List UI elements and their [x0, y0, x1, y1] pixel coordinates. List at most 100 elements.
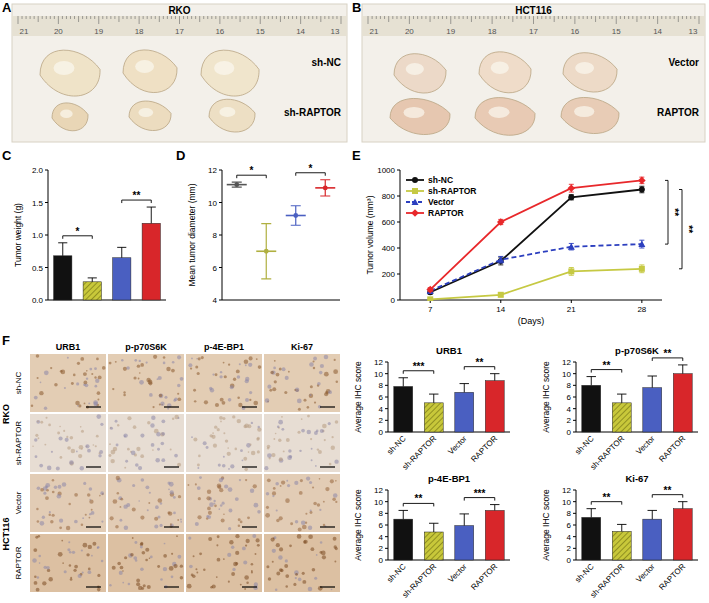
ruler-tick: [591, 16, 592, 19]
ihc-cell: [309, 394, 311, 396]
bar: [54, 256, 72, 300]
ihc-cell: [335, 501, 337, 503]
ruler-tick: [583, 16, 584, 19]
legend-label: sh-RAPTOR: [428, 186, 477, 196]
y-tick-label: 10: [562, 498, 571, 507]
y-tick: [573, 525, 576, 526]
ruler-tick: [599, 16, 600, 19]
y-tick-label: 0: [567, 428, 572, 437]
ihc-cell: [132, 537, 134, 539]
ihc-cell: [229, 540, 233, 544]
ihc-cell: [285, 376, 289, 380]
panel-label: A: [2, 0, 12, 15]
ihc-cell: [69, 551, 72, 554]
bar: [485, 510, 504, 560]
bar-chart: Ki-67024681012Average IHC scoresh-NCsh-R…: [541, 473, 698, 600]
ruler-tick: [500, 16, 501, 19]
ihc-cell: [81, 549, 83, 551]
significance-bracket: [665, 180, 668, 244]
ihc-cell: [267, 478, 271, 482]
ihc-cell: [333, 537, 337, 541]
ihc-cell: [74, 565, 78, 569]
tumor-shine: [138, 108, 153, 117]
line-chart: 02004006008001000Tumor volume (mm³)71421…: [365, 166, 694, 326]
ihc-cell: [64, 570, 67, 573]
ihc-image: [186, 414, 262, 472]
ihc-cell: [97, 399, 99, 401]
ruler-tick: [98, 16, 99, 24]
y-tick: [385, 536, 388, 537]
ihc-cell: [249, 356, 253, 360]
ihc-cell: [208, 537, 212, 541]
ihc-cell: [57, 494, 62, 499]
y-tick: [385, 560, 388, 561]
ihc-cell: [160, 432, 164, 436]
ihc-cell: [213, 444, 217, 448]
ruler-tick: [288, 16, 289, 19]
ihc-cell: [122, 582, 124, 584]
ruler-tick: [678, 16, 679, 22]
ruler-tick: [30, 16, 31, 19]
ihc-cell: [44, 407, 47, 410]
group-label: RKO: [1, 404, 11, 424]
ihc-cell: [33, 548, 37, 552]
panel-label: C: [2, 148, 12, 163]
ihc-cell: [180, 518, 182, 520]
x-tick: [641, 300, 642, 303]
ihc-cell: [311, 459, 313, 461]
ihc-cell: [304, 399, 307, 402]
ihc-cell: [37, 377, 39, 379]
ihc-cell: [228, 527, 231, 530]
significance-bracket: [679, 190, 682, 269]
marker: [568, 184, 576, 192]
ihc-cell: [120, 498, 123, 501]
x-tick-label: RAPTOR: [469, 434, 499, 464]
ihc-cell: [67, 548, 70, 551]
ruler-tick: [562, 16, 563, 19]
tumor: [209, 99, 255, 132]
ihc-cell: [251, 422, 253, 424]
ruler-tick: [46, 16, 47, 19]
ihc-cell: [188, 536, 191, 539]
y-tick-label: 4: [213, 296, 218, 305]
significance-label: **: [664, 485, 672, 496]
legend-marker: [411, 209, 419, 217]
ihc-cell: [159, 394, 164, 399]
ihc-cell: [294, 570, 299, 575]
ihc-cell: [52, 491, 55, 494]
ruler-tick: [139, 16, 140, 24]
ihc-cell: [89, 487, 93, 491]
ihc-cell: [54, 485, 57, 488]
ruler-number: 20: [405, 27, 414, 36]
ihc-cell: [135, 559, 137, 561]
significance-label: ***: [474, 488, 486, 499]
ihc-cell: [279, 568, 283, 572]
ihc-cell: [155, 458, 160, 463]
x-tick-label: Vector: [634, 562, 657, 585]
ihc-cell: [160, 402, 164, 406]
ruler-tick: [256, 16, 257, 19]
ihc-cell: [69, 460, 74, 465]
ihc-cell: [245, 545, 247, 547]
ihc-cell: [231, 572, 235, 576]
ihc-cell: [170, 490, 174, 494]
ihc-cell: [138, 500, 140, 502]
ihc-cell: [91, 373, 93, 375]
ihc-cell: [113, 447, 117, 451]
ihc-cell: [212, 373, 214, 375]
ihc-cell: [142, 551, 146, 555]
ihc-cell: [207, 507, 211, 511]
ruler-tick: [430, 16, 431, 22]
ihc-cell: [300, 479, 303, 482]
ihc-cell: [177, 463, 181, 467]
ihc-cell: [189, 565, 193, 569]
ihc-cell: [172, 361, 175, 364]
ihc-cell: [298, 408, 301, 411]
ihc-cell: [39, 391, 43, 395]
ruler-tick: [384, 16, 385, 19]
ihc-cell: [273, 438, 275, 440]
y-tick-label: 6: [567, 393, 572, 402]
ihc-cell: [97, 391, 101, 395]
ruler-tick: [545, 16, 546, 19]
y-tick: [573, 560, 576, 561]
